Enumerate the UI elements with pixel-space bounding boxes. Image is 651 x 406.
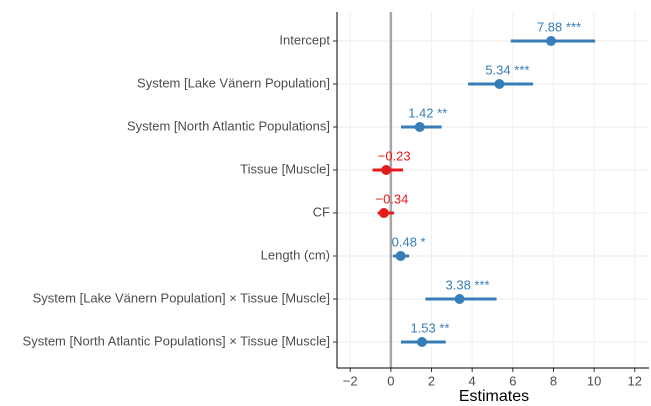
value-label: 0.48 * xyxy=(392,234,426,249)
y-tick-label: Tissue [Muscle] xyxy=(240,161,330,176)
y-tick-label: System [Lake Vänern Population] × Tissue… xyxy=(33,290,330,305)
value-label: 1.42 ** xyxy=(408,105,447,120)
estimate-point xyxy=(416,337,427,347)
y-tick-label: System [Lake Vänern Population] xyxy=(137,75,330,90)
value-label: −0.23 xyxy=(378,148,411,163)
value-label: 1.53 ** xyxy=(410,320,449,335)
value-label: 5.34 *** xyxy=(485,62,529,77)
x-tick-label: 12 xyxy=(628,373,642,388)
x-tick-label: 6 xyxy=(509,373,516,388)
estimate-point xyxy=(395,251,406,261)
value-label: 7.88 *** xyxy=(537,19,581,34)
x-tick-label: 0 xyxy=(387,373,394,388)
x-tick-label: 8 xyxy=(550,373,557,388)
y-tick-label: Length (cm) xyxy=(261,247,330,262)
y-tick-label: CF xyxy=(313,204,330,219)
y-tick-label: System [North Atlantic Populations] xyxy=(127,118,330,133)
y-tick-label: Intercept xyxy=(279,32,330,47)
y-tick-label: System [North Atlantic Populations] × Ti… xyxy=(23,333,330,348)
x-axis-title: Estimates xyxy=(459,388,529,405)
estimate-point xyxy=(546,36,557,46)
estimate-point xyxy=(454,294,465,304)
estimate-point xyxy=(414,122,425,132)
estimate-point xyxy=(494,79,505,89)
estimate-point xyxy=(381,165,392,175)
x-tick-label: −2 xyxy=(343,373,358,388)
value-label: 3.38 *** xyxy=(446,277,490,292)
x-tick-label: 4 xyxy=(469,373,476,388)
x-tick-label: 2 xyxy=(428,373,435,388)
value-label: −0.34 xyxy=(375,191,408,206)
estimate-point xyxy=(378,208,389,218)
x-tick-label: 10 xyxy=(587,373,601,388)
